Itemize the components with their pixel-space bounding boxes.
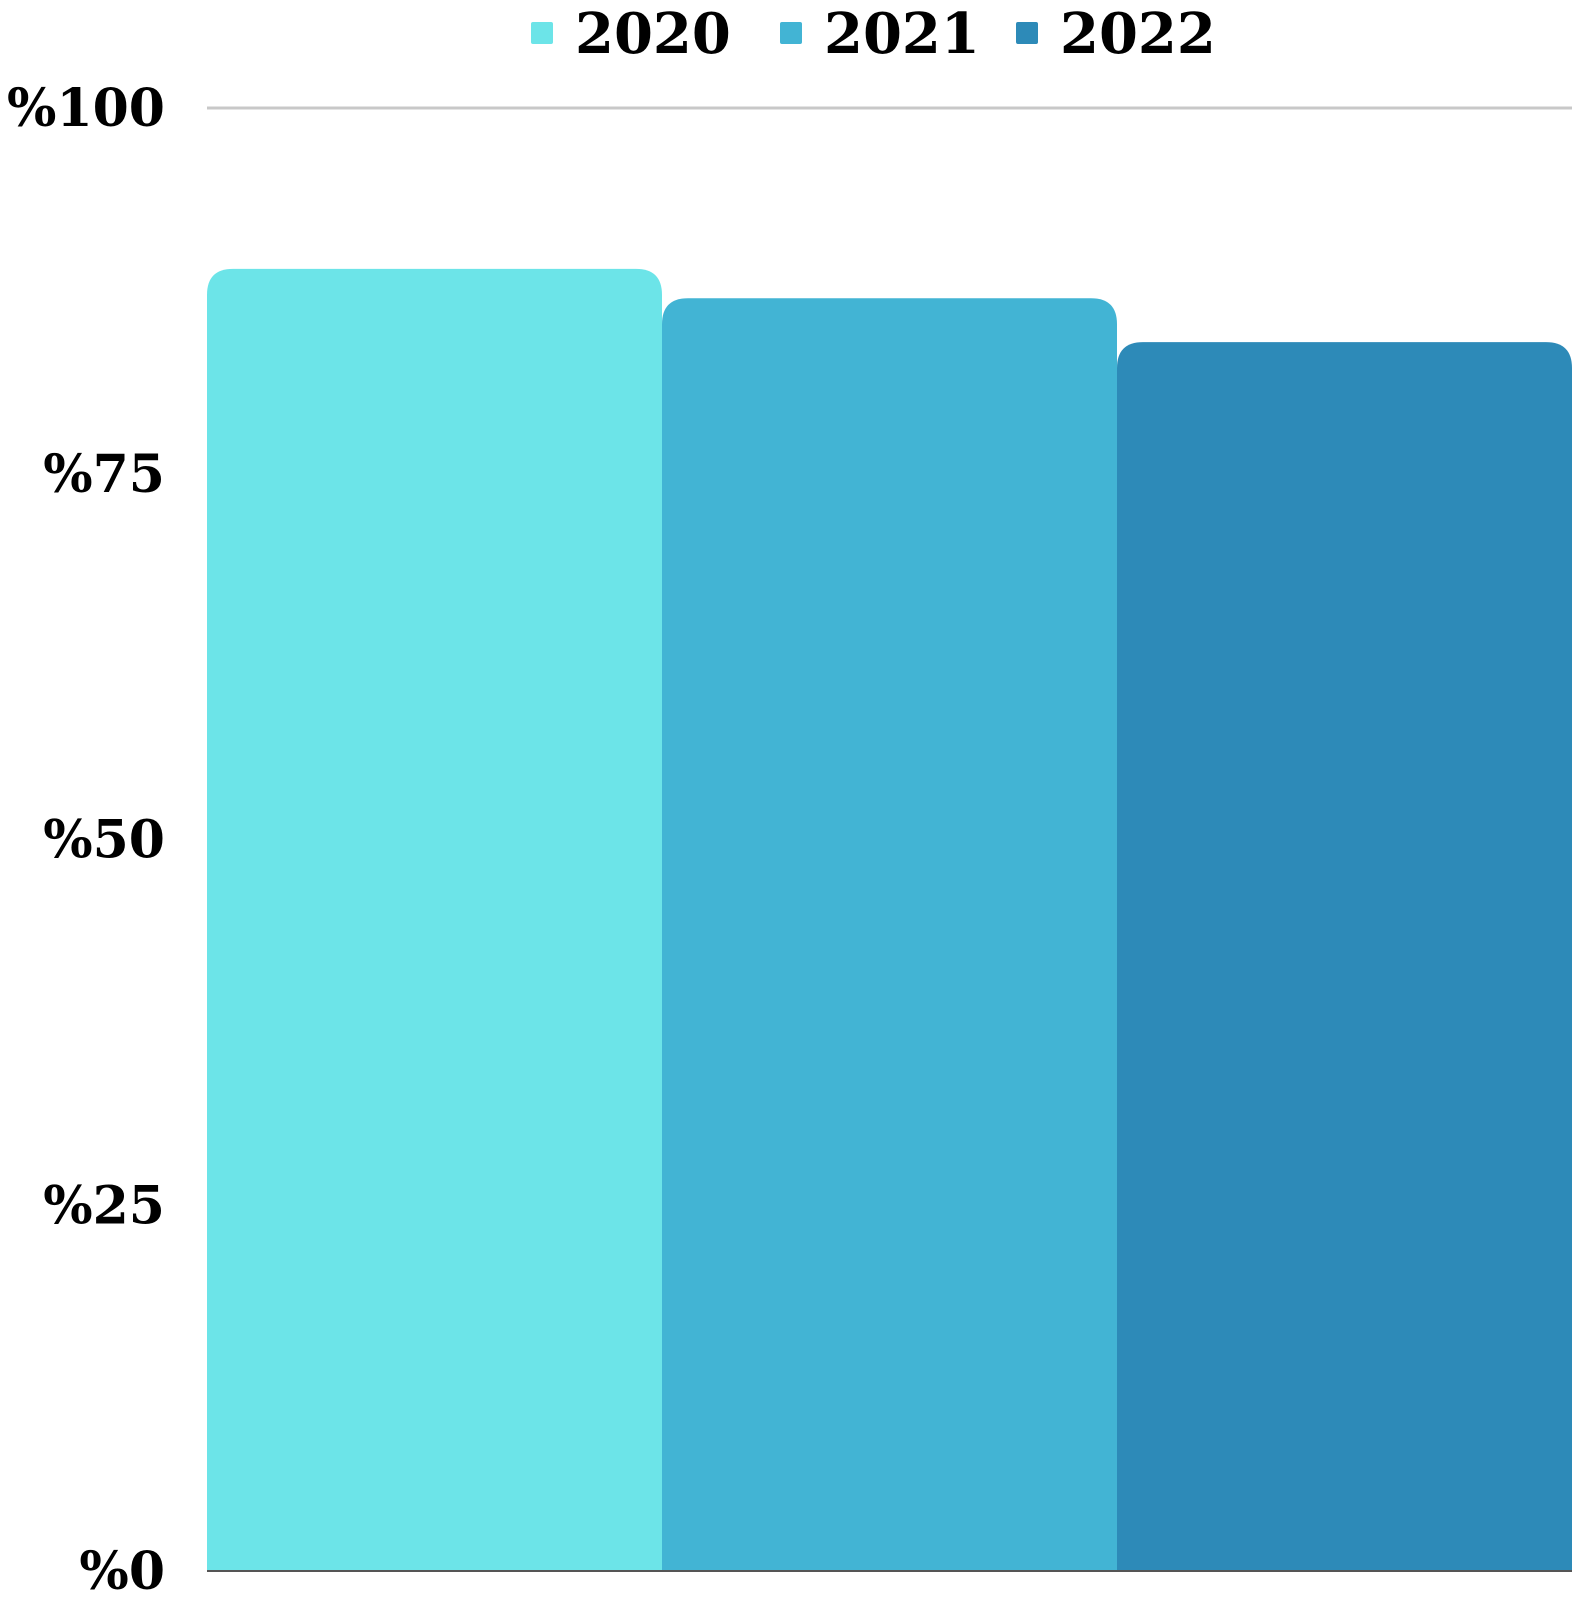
- bar-2021: [662, 298, 1117, 1572]
- bar-2020: [207, 268, 662, 1572]
- legend-swatch: [1016, 22, 1038, 44]
- y-tick-label: %0: [79, 1541, 165, 1601]
- y-axis: %0 %25 %50 %75 %100: [7, 78, 165, 1601]
- y-tick-label: %100: [7, 78, 165, 139]
- legend-item-2020: 2020: [531, 1, 731, 67]
- y-tick-label: %75: [43, 444, 165, 505]
- legend: 2020 2021 2022: [531, 1, 1216, 67]
- bars: [207, 268, 1572, 1572]
- legend-item-2021: 2021: [780, 1, 980, 67]
- legend-label: 2022: [1060, 1, 1216, 67]
- legend-item-2022: 2022: [1016, 1, 1216, 67]
- legend-swatch: [531, 22, 553, 44]
- bar-2022: [1117, 342, 1572, 1572]
- y-tick-label: %50: [43, 810, 165, 871]
- legend-label: 2021: [824, 1, 980, 67]
- legend-label: 2020: [575, 1, 731, 67]
- legend-swatch: [780, 22, 802, 44]
- y-tick-label: %25: [43, 1175, 165, 1236]
